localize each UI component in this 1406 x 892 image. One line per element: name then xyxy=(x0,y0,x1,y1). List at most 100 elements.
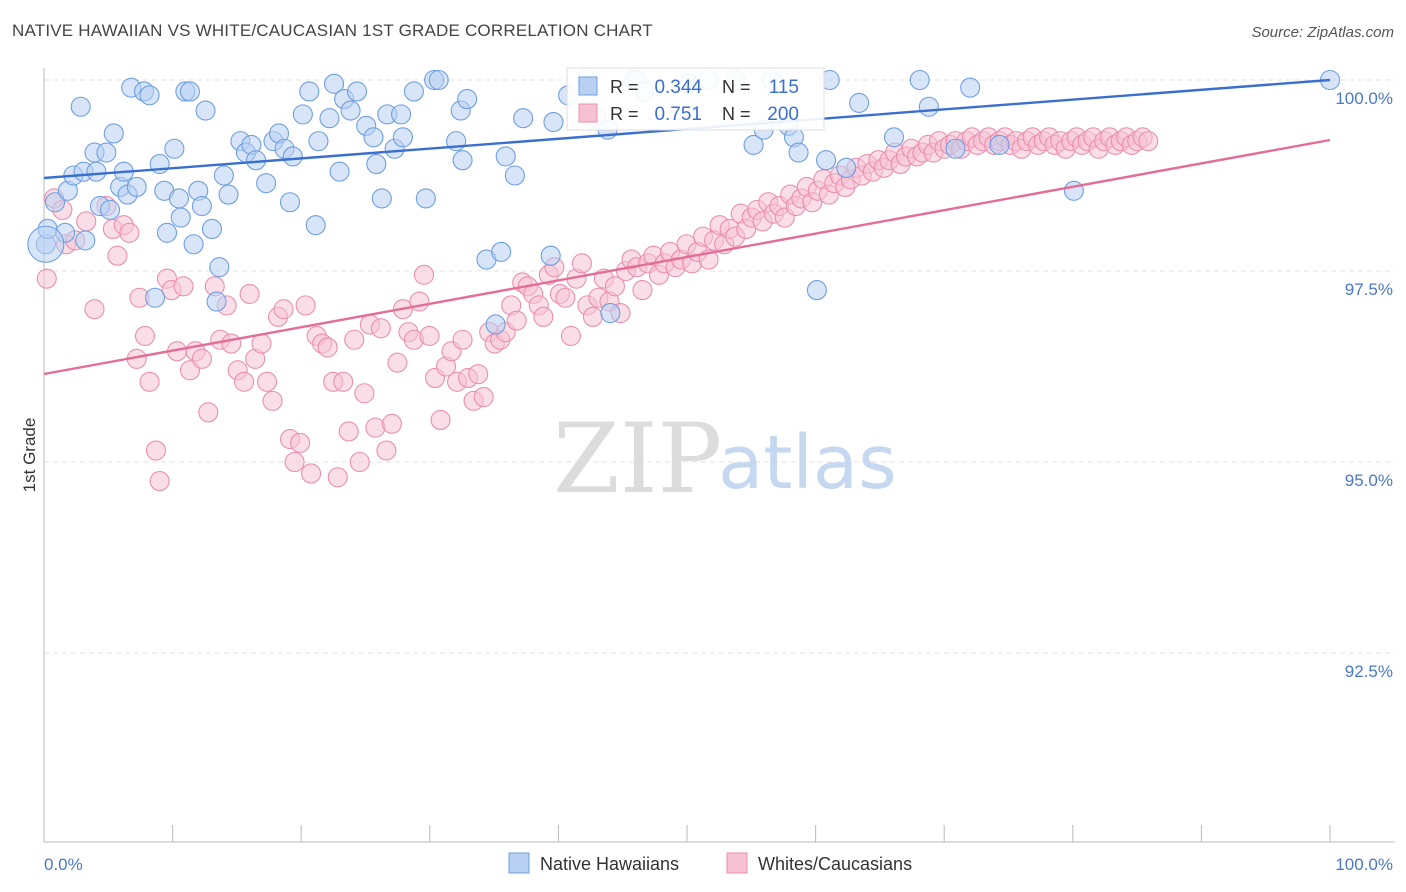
data-point xyxy=(409,291,430,312)
data-point xyxy=(179,81,200,102)
chart-title: NATIVE HAWAIIAN VS WHITE/CAUCASIAN 1ST G… xyxy=(12,21,653,40)
data-point xyxy=(452,329,473,350)
data-point xyxy=(70,96,91,117)
x-tick-labels: 0.0% 100.0% xyxy=(44,855,1393,874)
data-point xyxy=(918,96,939,117)
legend-swatch xyxy=(726,852,748,874)
data-point xyxy=(201,218,223,240)
x-tick-label: 100.0% xyxy=(1335,855,1393,874)
source-label: Source: ZipAtlas.com xyxy=(1251,24,1394,41)
data-point xyxy=(86,161,107,182)
n-value: 115 xyxy=(769,77,799,98)
data-point xyxy=(134,325,156,346)
data-point xyxy=(365,417,386,438)
data-point xyxy=(251,333,272,354)
data-point xyxy=(485,314,506,335)
data-point xyxy=(257,371,278,392)
data-point xyxy=(491,241,512,262)
data-point xyxy=(75,230,96,251)
series-whites-caucasians xyxy=(36,127,1159,492)
data-point xyxy=(457,89,478,110)
data-point xyxy=(363,127,384,148)
data-point xyxy=(604,276,625,297)
data-point xyxy=(44,192,66,213)
data-point xyxy=(513,108,534,129)
data-point xyxy=(329,161,350,182)
data-point xyxy=(504,165,525,186)
data-point xyxy=(103,123,124,144)
data-point-large xyxy=(27,225,65,263)
data-point xyxy=(213,165,234,186)
legend-label: Whites/Caucasians xyxy=(758,854,912,874)
data-point xyxy=(126,176,147,198)
data-point xyxy=(945,138,966,159)
n-value: 200 xyxy=(767,104,799,125)
data-point xyxy=(346,81,368,102)
data-point xyxy=(170,207,191,228)
data-point xyxy=(209,257,230,278)
data-point xyxy=(571,253,592,274)
data-point xyxy=(191,196,212,217)
r-value: 0.344 xyxy=(654,77,702,98)
data-point xyxy=(428,69,449,91)
data-point xyxy=(403,81,424,102)
y-axis-title: 1st Grade xyxy=(20,418,39,493)
data-point xyxy=(317,337,338,358)
data-point xyxy=(305,215,326,236)
y-tick-labels: 100.0% 97.5% 95.0% 92.5% xyxy=(1335,89,1393,681)
data-point xyxy=(218,184,239,205)
data-point xyxy=(299,81,320,102)
data-point xyxy=(392,127,413,148)
data-point xyxy=(327,467,348,488)
data-point xyxy=(909,69,930,91)
data-point xyxy=(100,199,121,220)
data-point xyxy=(555,287,576,308)
data-point xyxy=(340,100,361,121)
data-point xyxy=(145,440,167,461)
data-point xyxy=(600,302,621,324)
stats-box xyxy=(566,67,825,131)
data-point xyxy=(198,402,219,423)
data-point xyxy=(96,142,117,163)
trend-line-whites xyxy=(43,138,1331,376)
data-point xyxy=(183,234,204,255)
data-point xyxy=(632,280,653,301)
y-tick-label: 95.0% xyxy=(1345,471,1393,490)
data-point xyxy=(1138,131,1159,152)
data-point xyxy=(533,306,554,327)
data-point xyxy=(816,150,837,171)
data-point xyxy=(301,463,322,484)
data-point xyxy=(290,432,311,453)
data-point xyxy=(145,287,166,308)
data-point xyxy=(256,173,277,194)
data-point xyxy=(344,329,365,350)
data-point xyxy=(430,409,451,431)
data-point xyxy=(495,146,516,167)
data-point xyxy=(506,310,527,331)
data-point xyxy=(560,325,581,346)
watermark-zip: ZIP xyxy=(553,403,722,515)
data-point xyxy=(279,192,301,213)
data-point xyxy=(206,291,227,312)
r-label: R = xyxy=(610,77,639,97)
data-point xyxy=(543,111,564,133)
data-point xyxy=(540,245,561,266)
data-point xyxy=(806,280,827,301)
data-point xyxy=(836,157,857,178)
data-point xyxy=(788,142,809,163)
x-tick-label: 0.0% xyxy=(44,855,83,874)
data-point xyxy=(333,371,354,392)
watermark-atlas: atlas xyxy=(718,420,897,506)
data-point xyxy=(324,73,345,94)
data-point xyxy=(119,222,140,243)
data-point xyxy=(284,451,305,473)
data-point xyxy=(76,211,97,232)
data-point xyxy=(381,413,402,434)
data-point xyxy=(415,188,436,209)
stats-legend: R = 0.344 N = 115 R = 0.751 N = 200 xyxy=(566,67,825,131)
data-point xyxy=(164,138,185,159)
data-point xyxy=(221,333,242,354)
data-point xyxy=(295,295,316,316)
stats-swatch xyxy=(578,76,598,96)
data-point xyxy=(308,131,329,152)
